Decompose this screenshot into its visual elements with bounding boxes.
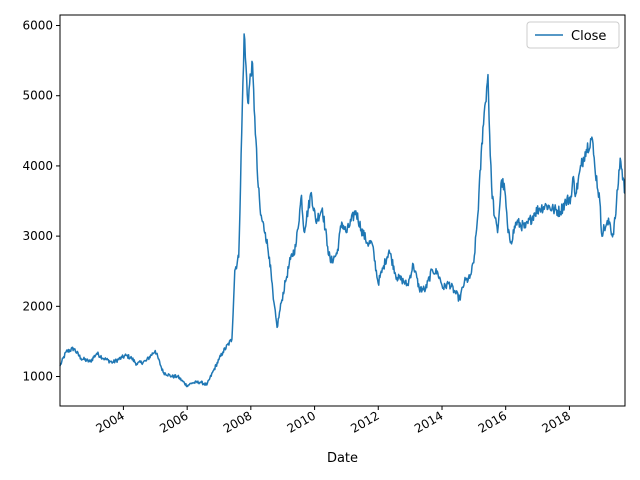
- y-tick-label: 2000: [22, 299, 53, 313]
- y-tick-label: 3000: [22, 229, 53, 243]
- y-tick-label: 4000: [22, 159, 53, 173]
- y-tick-label: 1000: [22, 370, 53, 384]
- legend-box: [526, 21, 620, 49]
- series-lines: [59, 33, 626, 388]
- legend: Close: [526, 21, 620, 49]
- y-tick-label: 5000: [22, 89, 53, 103]
- legend-label: Close: [571, 29, 606, 44]
- y-axis: 1000 2000 3000 4000 5000 6000: [22, 19, 60, 384]
- series-line-close: [59, 33, 626, 388]
- y-tick-label: 6000: [22, 19, 53, 33]
- x-axis-label: Date: [327, 451, 358, 466]
- plot-frame: [59, 14, 626, 407]
